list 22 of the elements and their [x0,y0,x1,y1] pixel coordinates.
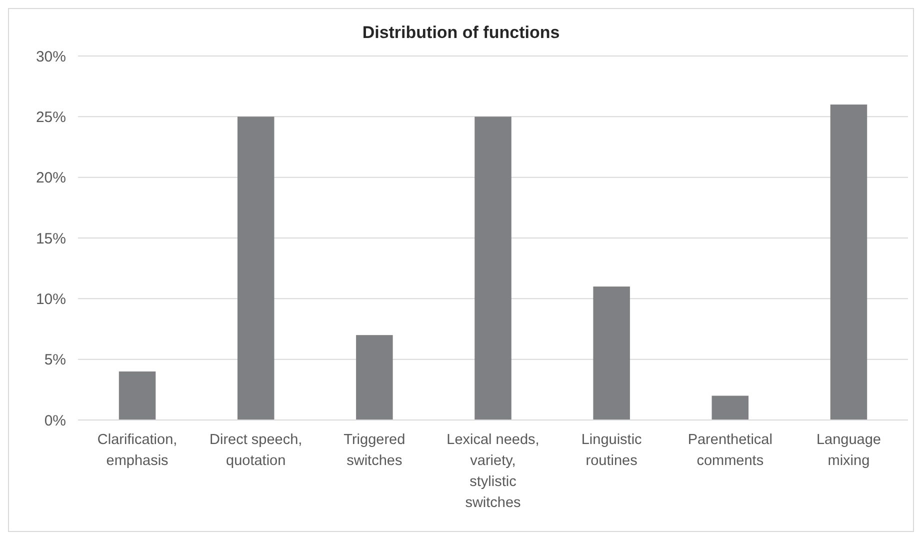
bar [830,104,868,420]
y-tick-label: 25% [36,108,66,126]
y-tick-label: 30% [36,48,66,66]
bar [237,116,274,420]
x-tick-label: Triggered switches [344,432,406,469]
bar [118,371,156,420]
x-tick-label: Language mixing [816,432,881,469]
y-tick-label: 0% [44,412,66,430]
bar [712,396,749,420]
x-tick-label: Direct speech, quotation [210,432,302,469]
bar [474,116,512,420]
bar [593,286,630,420]
bar [356,335,393,420]
x-tick-label: Parenthetical comments [688,432,772,469]
y-tick-label: 10% [36,290,66,308]
x-tick-label: Linguistic routines [581,432,642,469]
y-tick-label: 15% [36,230,66,248]
x-tick-label: Lexical needs, variety, stylistic switches [446,432,540,511]
y-tick-label: 20% [36,170,66,187]
x-tick-label: Clarification, emphasis [97,432,178,469]
y-tick-label: 5% [44,352,66,369]
chart-title: Distribution of functions [362,23,560,42]
